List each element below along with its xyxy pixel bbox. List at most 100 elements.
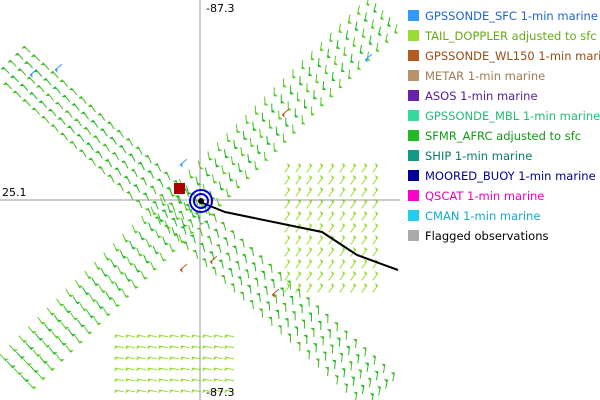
wind-flag — [367, 377, 371, 382]
wind-barb — [331, 344, 334, 354]
wind-flag — [298, 258, 301, 264]
wind-flag — [125, 379, 130, 383]
wind-flag — [319, 336, 324, 340]
legend-swatch — [408, 210, 419, 221]
wind-flag — [125, 239, 130, 243]
wind-barb — [275, 294, 278, 304]
wind-flag — [353, 222, 356, 228]
wind-barb — [295, 260, 302, 269]
wind-barb — [195, 249, 199, 259]
wind-flag — [305, 350, 310, 354]
wind-barb — [166, 224, 171, 234]
wind-flag — [59, 79, 64, 82]
wind-flag — [260, 134, 265, 138]
wind-flag — [357, 369, 362, 373]
wind-flag — [136, 335, 141, 339]
wind-flag — [339, 29, 343, 34]
wind-barb — [221, 259, 224, 269]
wind-flag — [220, 221, 225, 225]
wind-flag — [331, 162, 334, 168]
wind-flag — [371, 25, 376, 30]
wind-flag — [151, 201, 157, 204]
wind-flag — [147, 390, 152, 394]
wind-flag — [59, 132, 65, 136]
wind-barb — [123, 160, 129, 169]
wind-flag — [141, 237, 146, 241]
wind-barb — [75, 279, 81, 289]
wind-barb — [37, 316, 44, 325]
wind-barb — [62, 132, 68, 141]
wind-barb — [261, 255, 264, 265]
legend-label: Flagged observations — [425, 229, 549, 243]
wind-flag — [375, 186, 378, 192]
wind-flag — [111, 152, 116, 155]
wind-flag — [24, 379, 30, 382]
wind-flag — [311, 112, 316, 116]
wind-flag — [30, 54, 36, 57]
wind-barb — [57, 101, 64, 110]
wind-barb — [372, 272, 379, 281]
wind-flag — [120, 271, 125, 275]
wind-flag — [136, 269, 142, 273]
wind-barb — [64, 94, 71, 103]
wind-flag — [206, 173, 211, 177]
wind-flag — [309, 72, 313, 77]
wind-flag — [375, 270, 378, 276]
wind-flag — [171, 249, 177, 253]
wind-flag — [130, 168, 135, 172]
wind-flag — [171, 193, 176, 197]
wind-flag — [73, 118, 79, 122]
wind-flag — [54, 101, 60, 105]
wind-barb — [9, 344, 16, 353]
wind-flag — [154, 216, 159, 220]
wind-flag — [357, 66, 362, 71]
wind-barb — [247, 154, 250, 164]
wind-flag — [375, 174, 378, 180]
wind-flag — [213, 228, 218, 232]
wind-flag — [309, 270, 312, 276]
wind-flag — [360, 50, 364, 55]
wind-barb — [270, 263, 273, 273]
wind-flag — [169, 335, 174, 339]
wind-flag — [287, 246, 290, 252]
wind-barb — [45, 77, 52, 86]
wind-flag — [45, 345, 51, 348]
wind-flag — [264, 102, 269, 106]
wind-barb — [247, 269, 250, 279]
wind-flag — [108, 297, 114, 300]
wind-flag — [116, 182, 121, 186]
wind-flag — [169, 346, 174, 350]
wind-flag — [136, 390, 141, 394]
wind-flag — [71, 333, 77, 337]
wind-barb — [235, 245, 238, 255]
wind-barb — [147, 154, 152, 164]
wind-flag — [304, 105, 309, 109]
wind-flag — [364, 222, 367, 228]
legend-label: TAIL_DOPPLER adjusted to sfc — [424, 29, 597, 43]
wind-flag — [253, 127, 258, 131]
wind-flag — [38, 100, 43, 103]
wind-barb — [218, 181, 222, 191]
wind-flag — [367, 57, 371, 62]
wind-flag — [234, 261, 239, 265]
wind-flag — [80, 324, 86, 328]
wind-flag — [146, 260, 151, 264]
wind-barb — [209, 255, 218, 263]
legend-swatch — [408, 50, 419, 61]
wind-barb — [136, 247, 141, 257]
wind-barb — [157, 216, 162, 226]
wind-flag — [50, 312, 56, 316]
wind-flag — [17, 372, 23, 375]
marker — [174, 183, 185, 194]
wind-flag — [274, 309, 279, 314]
wind-barb — [53, 314, 60, 323]
wind-flag — [336, 45, 341, 50]
wind-flag — [215, 164, 221, 168]
wind-flag — [298, 234, 301, 240]
wind-flag — [213, 357, 218, 361]
wind-flag — [334, 61, 339, 66]
wind-flag — [190, 175, 195, 179]
wind-flag — [153, 267, 158, 271]
wind-flag — [364, 174, 367, 180]
